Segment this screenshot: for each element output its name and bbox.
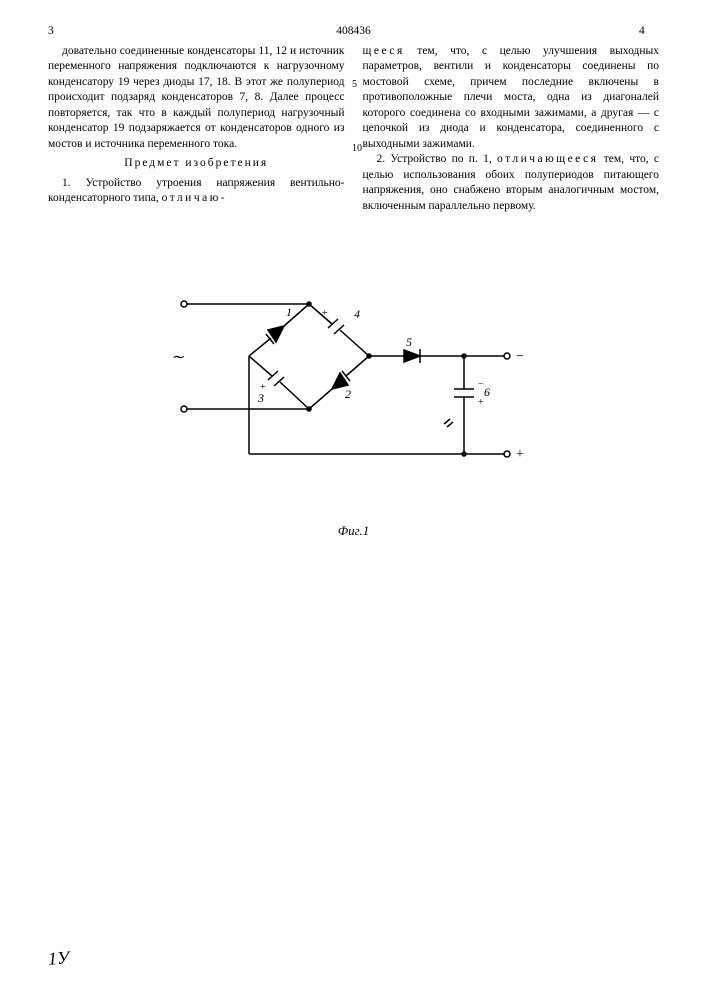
circuit-diagram: ∼ 1 + 4 — [144, 254, 564, 514]
node-dot-4 — [307, 302, 311, 306]
node-dot-2 — [462, 452, 466, 456]
claim-1-suffix: отличаю- — [162, 192, 228, 204]
bridge-tr-wire2 — [340, 330, 369, 356]
claim-2: 2. Устройство по п. 1, отличающееся тем,… — [363, 152, 660, 214]
node-dot-1 — [462, 354, 466, 358]
label-2: 2 — [345, 387, 351, 401]
capacitor-6: − + — [454, 379, 484, 408]
text-columns: довательно соединенные конденсаторы 11, … — [48, 44, 659, 215]
section-heading: Предмет изобретения — [48, 156, 345, 172]
diode-1 — [266, 326, 284, 344]
minus-label: − — [516, 349, 524, 364]
figure-caption: Фиг.1 — [48, 522, 659, 540]
right-para-body: тем, что, с целью улучшения выходных пар… — [363, 45, 660, 150]
terminal-bottom-left — [181, 406, 187, 412]
page-number-right: 4 — [639, 24, 659, 40]
header-row: 3 408436 4 — [48, 24, 659, 40]
diode-5 — [404, 349, 420, 363]
node-dot-3 — [367, 354, 371, 358]
label-3: 3 — [257, 391, 264, 405]
bridge-bl-wire1 — [249, 356, 272, 376]
claim-2-start: 2. Устройство по п. 1, — [377, 153, 498, 165]
bridge-br-wire1 — [309, 389, 332, 409]
claim-1-start: 1. Устройство утроения напряжения вентил… — [48, 176, 345, 207]
svg-text:+: + — [322, 308, 328, 319]
bridge-br-wire2 — [346, 356, 369, 376]
handwritten-note: 1У — [47, 945, 70, 971]
bridge-tl-wire2 — [249, 338, 271, 356]
label-5: 5 — [406, 335, 412, 349]
left-column: довательно соединенные конденсаторы 11, … — [48, 44, 345, 215]
right-column: щееся тем, что, с целью улучшения выходн… — [363, 44, 660, 215]
label-4: 4 — [354, 307, 360, 321]
terminal-plus — [504, 451, 510, 457]
page-number-left: 3 — [48, 24, 68, 40]
label-6: 6 — [484, 385, 490, 399]
ac-symbol: ∼ — [172, 349, 185, 366]
bridge-tr-wire1 — [309, 304, 332, 324]
node-dot-5 — [307, 407, 311, 411]
figure-1: ∼ 1 + 4 — [48, 254, 659, 534]
bridge-bl-wire2 — [280, 382, 309, 409]
terminal-top-left — [181, 301, 187, 307]
ground-icon — [444, 419, 453, 427]
claim-2-spaced: отличающееся — [497, 153, 598, 165]
plus-label: + — [516, 447, 524, 462]
right-para-1: щееся тем, что, с целью улучшения выходн… — [363, 44, 660, 153]
label-1: 1 — [286, 305, 292, 319]
terminal-minus — [504, 353, 510, 359]
left-para-1: довательно соединенные конденсаторы 11, … — [48, 44, 345, 153]
line-marker-10: 10 — [352, 142, 362, 156]
document-number: 408436 — [68, 24, 639, 40]
right-para-prefix: щееся — [363, 45, 405, 57]
line-marker-5: 5 — [352, 78, 357, 92]
